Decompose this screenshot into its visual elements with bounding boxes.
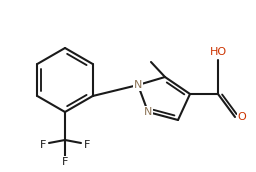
Text: F: F [40, 140, 46, 150]
Text: N: N [134, 80, 142, 90]
Text: F: F [62, 157, 68, 167]
Text: N: N [144, 107, 152, 117]
Text: O: O [238, 112, 246, 122]
Text: HO: HO [209, 47, 227, 57]
Text: F: F [84, 140, 90, 150]
